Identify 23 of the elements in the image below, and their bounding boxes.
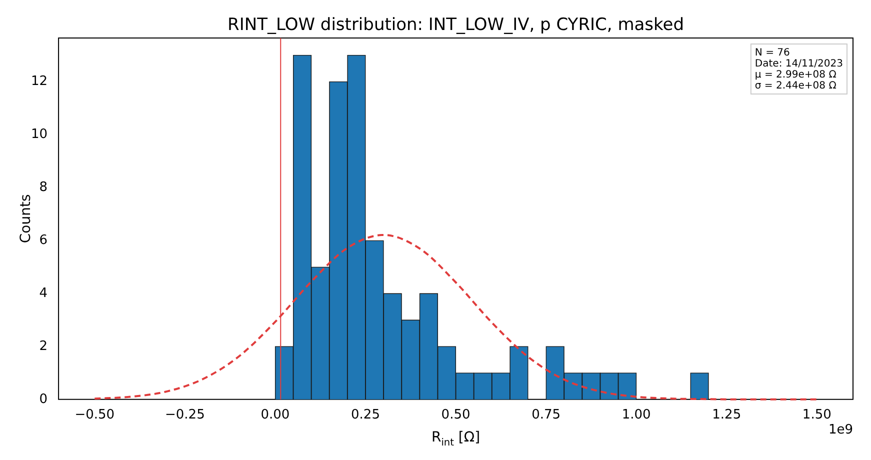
y-tick-label: 0 xyxy=(39,392,48,407)
x-tick-label: 0.50 xyxy=(441,408,470,423)
annotation: μ = 2.99e+08 Ω xyxy=(754,70,837,81)
chart-title: RINT_LOW distribution: INT_LOW_IV, p CYRIC, masked xyxy=(228,15,684,35)
x-tick-label: −0.25 xyxy=(165,408,205,423)
text: 1e9 xyxy=(828,422,853,438)
x-tick-label: 0.25 xyxy=(351,408,380,423)
y-tick-label: 10 xyxy=(30,127,48,142)
x-tick-label: 0.00 xyxy=(260,408,290,423)
x-tick-label: 1.25 xyxy=(712,408,742,423)
x-tick-label: −0.50 xyxy=(74,408,115,423)
y-tick-label: 12 xyxy=(30,74,48,90)
y-tick-label: 6 xyxy=(39,232,48,248)
x-tick-label: 1.00 xyxy=(622,408,651,423)
annotation: σ = 2.44e+08 Ω xyxy=(754,80,837,92)
x-tick-label: 0.75 xyxy=(532,408,561,423)
annotation: N = 76 xyxy=(754,48,790,59)
y-axis-title: Counts xyxy=(18,194,34,244)
y-tick-label: 2 xyxy=(39,338,48,354)
annotation: Date: 14/11/2023 xyxy=(754,58,844,70)
y-tick-label: 8 xyxy=(39,180,48,195)
y-tick-label: 4 xyxy=(39,286,48,301)
x-tick-label: 1.50 xyxy=(802,408,832,423)
